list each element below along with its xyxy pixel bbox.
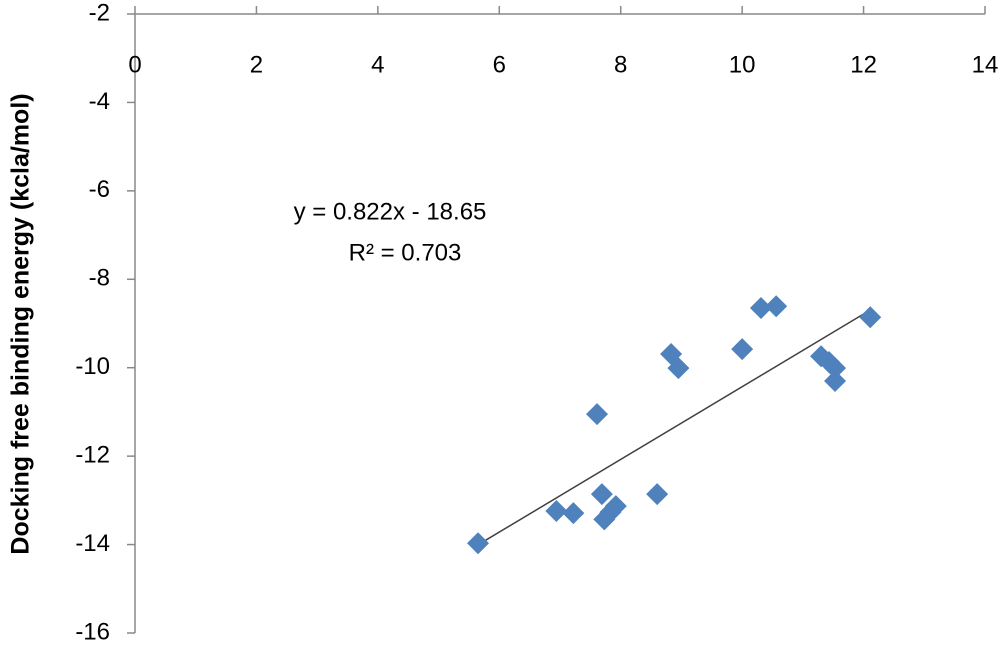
point (731, 338, 754, 361)
point (586, 403, 609, 426)
x-tick-label: 2 (250, 51, 263, 78)
point (604, 495, 627, 518)
x-tick-label: 6 (493, 51, 506, 78)
y-tick-label: -16 (75, 618, 110, 645)
x-tick-label: 14 (972, 51, 999, 78)
trendline (477, 309, 871, 546)
y-tick-label: -4 (89, 88, 110, 115)
y-axis-label: Docking free binding energy (kcla/mol) (7, 93, 35, 554)
x-tick-label: 4 (371, 51, 384, 78)
point (646, 483, 669, 506)
x-tick-label: 10 (729, 51, 756, 78)
y-tick-label: -6 (89, 176, 110, 203)
point (545, 499, 568, 522)
point (667, 357, 690, 380)
point (749, 297, 772, 320)
y-tick-label: -14 (75, 530, 110, 557)
point (859, 306, 882, 329)
point (467, 532, 490, 555)
x-tick-label: 12 (850, 51, 877, 78)
x-tick-label: 0 (128, 51, 141, 78)
trend-r-squared: R² = 0.703 (349, 239, 462, 266)
point (765, 295, 788, 318)
y-tick-label: -2 (89, 0, 110, 26)
trend-equation: y = 0.822x - 18.65 (294, 198, 487, 225)
x-tick-label: 8 (614, 51, 627, 78)
point (593, 508, 616, 531)
point (590, 483, 613, 506)
point (824, 369, 847, 392)
y-tick-label: -8 (89, 265, 110, 292)
point (562, 502, 585, 525)
y-tick-label: -12 (75, 441, 110, 468)
point (824, 357, 847, 380)
y-tick-label: -10 (75, 353, 110, 380)
